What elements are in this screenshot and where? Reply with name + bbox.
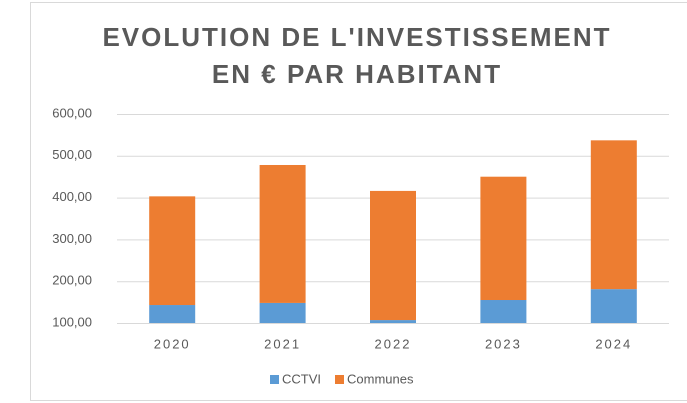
bar-segment — [590, 140, 637, 290]
bar-segment — [259, 164, 306, 303]
y-tick-label: 500,00 — [52, 147, 92, 162]
y-tick-label: 400,00 — [52, 189, 92, 204]
chart-title: EN € PAR HABITANT — [212, 59, 502, 89]
bar-segment — [370, 190, 416, 321]
bar-segment — [149, 305, 196, 323]
bar-segment — [480, 300, 527, 323]
x-tick-label: 2023 — [485, 336, 522, 351]
legend-swatch — [270, 375, 279, 384]
legend-label: Communes — [347, 371, 414, 386]
bar-segment — [480, 176, 527, 301]
y-tick-label: 600,00 — [52, 105, 92, 120]
y-tick-label: 100,00 — [52, 314, 92, 329]
bar-segment — [149, 196, 196, 306]
x-tick-label: 2022 — [375, 336, 412, 351]
chart-title: EVOLUTION DE L'INVESTISSEMENT — [102, 22, 611, 52]
bar-segment — [590, 289, 637, 323]
x-tick-label: 2024 — [595, 336, 632, 351]
x-tick-label: 2021 — [264, 336, 301, 351]
bar-segment — [370, 320, 416, 323]
y-tick-label: 300,00 — [52, 231, 92, 246]
x-tick-label: 2020 — [154, 336, 191, 351]
y-tick-label: 200,00 — [52, 273, 92, 288]
chart-frame — [30, 2, 687, 401]
legend-swatch — [335, 375, 344, 384]
bar-segment — [259, 302, 306, 323]
legend-label: CCTVI — [282, 371, 321, 386]
